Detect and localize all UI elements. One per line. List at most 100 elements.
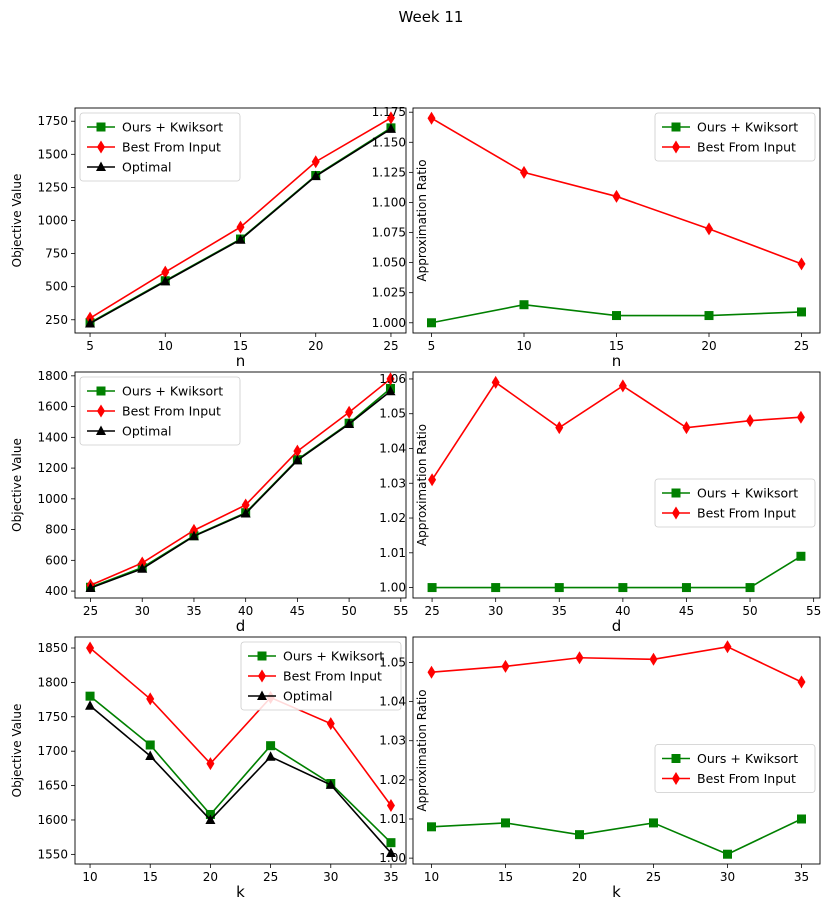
data-point xyxy=(344,418,355,428)
y-tick-label: 1200 xyxy=(37,461,68,475)
chart-panel-5: 10 15 20 25 30 35 1550 1600 1650 1700 1750 1800 1850… xyxy=(10,636,407,901)
data-point xyxy=(205,809,215,819)
legend-box xyxy=(654,478,816,528)
data-point xyxy=(241,498,250,512)
y-axis-label: Approximation Ratio xyxy=(415,159,429,281)
y-tick-label: 1.02 xyxy=(379,773,406,787)
legend-marker xyxy=(671,488,681,498)
y-tick-label: 500 xyxy=(45,280,68,294)
legend-box xyxy=(654,744,816,793)
x-tick-label: 15 xyxy=(233,339,248,353)
data-point xyxy=(554,583,564,593)
x-tick-label: 35 xyxy=(552,604,567,618)
x-tick-label: 20 xyxy=(203,870,218,884)
chart-panel-2: 5 10 15 20 25 1.000 1.025 1.050 1.075 1.100 1.125 1… xyxy=(372,105,821,370)
data-point xyxy=(236,220,245,234)
y-tick-label: 1800 xyxy=(37,675,68,689)
y-tick-label: 600 xyxy=(45,553,68,567)
legend-box xyxy=(240,641,402,711)
legend: Ours + Kwiksort Best From Input xyxy=(654,744,816,793)
y-tick-label: 1000 xyxy=(37,214,68,228)
x-tick-label: 50 xyxy=(742,604,757,618)
x-tick-label: 10 xyxy=(158,339,173,353)
data-point xyxy=(206,757,215,771)
figure-title: Week 11 xyxy=(399,8,464,26)
data-point xyxy=(797,675,806,689)
y-tick-label: 1.100 xyxy=(372,195,406,209)
legend-label: Best From Input xyxy=(122,404,221,419)
axes-frame xyxy=(412,371,821,599)
y-tick-label: 1250 xyxy=(37,180,68,194)
legend: Ours + Kwiksort Best From Input Optimal xyxy=(79,376,241,446)
data-point xyxy=(612,189,621,203)
x-tick-label: 15 xyxy=(143,870,158,884)
data-point xyxy=(85,582,96,593)
y-tick-label: 1500 xyxy=(37,147,68,161)
data-point xyxy=(85,317,96,328)
data-point xyxy=(575,651,584,665)
axes-frame xyxy=(412,107,821,334)
series-line-1 xyxy=(431,818,802,856)
x-tick-label: 40 xyxy=(615,604,630,618)
legend-label: Optimal xyxy=(122,160,171,175)
axes-frame xyxy=(74,371,407,599)
data-point xyxy=(310,170,321,181)
x-tick-label: 30 xyxy=(488,604,503,618)
legend-box xyxy=(654,112,816,162)
data-point xyxy=(746,414,755,428)
data-point xyxy=(427,318,436,328)
data-point xyxy=(491,583,501,593)
legend-marker xyxy=(97,404,105,418)
data-point xyxy=(501,659,510,673)
x-tick-label: 10 xyxy=(82,870,97,884)
data-point xyxy=(612,311,621,321)
data-point xyxy=(137,563,148,573)
legend-label: Ours + Kwiksort xyxy=(122,384,223,399)
y-tick-label: 1.02 xyxy=(379,511,406,525)
data-point xyxy=(649,818,658,828)
y-tick-label: 1750 xyxy=(37,710,68,724)
x-tick-label: 5 xyxy=(428,339,436,353)
data-point xyxy=(386,838,396,848)
x-axis-label: n xyxy=(236,352,246,370)
x-axis-label: k xyxy=(236,883,245,901)
y-tick-label: 1.150 xyxy=(372,135,406,149)
legend-label: Ours + Kwiksort xyxy=(697,486,798,501)
y-tick-label: 1.01 xyxy=(379,546,406,560)
data-point xyxy=(311,155,320,169)
data-point xyxy=(575,830,584,840)
axes-frame xyxy=(412,636,821,865)
y-tick-label: 1600 xyxy=(37,813,68,827)
y-tick-label: 750 xyxy=(45,247,68,261)
x-tick-label: 40 xyxy=(238,604,253,618)
data-point xyxy=(428,473,437,487)
data-point xyxy=(796,410,805,424)
data-point xyxy=(705,222,713,236)
x-tick-label: 25 xyxy=(794,339,809,353)
data-point xyxy=(704,311,714,321)
x-tick-label: 10 xyxy=(516,339,531,353)
y-tick-label: 1.05 xyxy=(379,655,406,669)
legend-marker xyxy=(96,161,106,171)
data-point xyxy=(205,814,216,824)
x-tick-label: 25 xyxy=(263,870,278,884)
data-point xyxy=(682,421,691,435)
data-point xyxy=(86,641,95,655)
data-point xyxy=(618,583,628,593)
y-axis-label: Approximation Ratio xyxy=(415,689,429,811)
data-point xyxy=(520,165,528,179)
data-point xyxy=(138,556,147,570)
y-tick-label: 1.03 xyxy=(379,476,406,490)
y-tick-label: 1.00 xyxy=(379,851,406,865)
legend: Ours + Kwiksort Best From Input Optimal xyxy=(240,641,402,711)
data-point xyxy=(649,652,658,666)
y-tick-label: 1.050 xyxy=(372,256,406,270)
legend-label: Ours + Kwiksort xyxy=(697,751,798,766)
data-point xyxy=(555,421,564,435)
x-tick-label: 20 xyxy=(701,339,716,353)
axes-frame xyxy=(74,107,407,334)
legend-label: Best From Input xyxy=(122,140,221,155)
legend-marker xyxy=(257,651,267,661)
data-point xyxy=(146,692,155,706)
legend-label: Optimal xyxy=(122,424,171,439)
